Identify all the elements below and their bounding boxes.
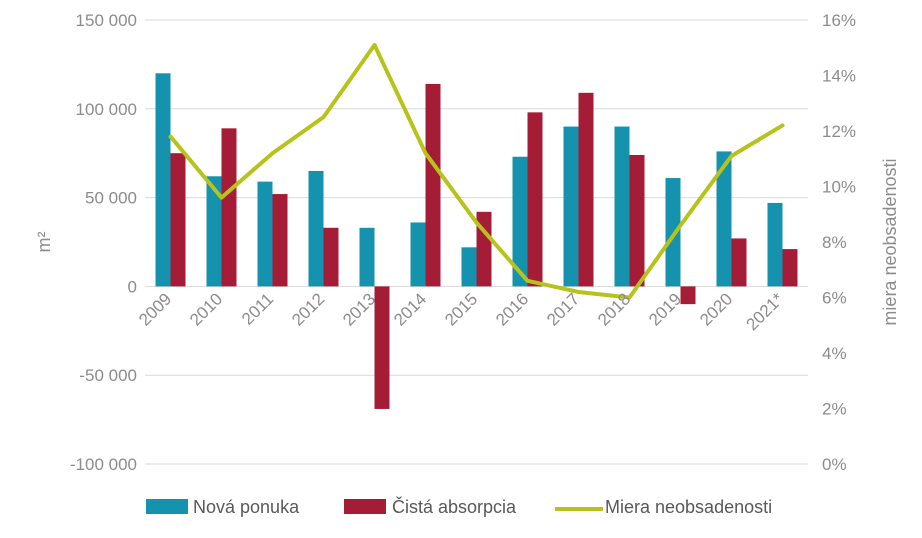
right-tick-label: 0%	[822, 455, 847, 474]
left-axis-ticks: -100 000 -50 000 0 50 000 100 000 150 000	[70, 11, 137, 474]
x-tick-label: 2016	[492, 289, 532, 329]
x-tick-label: 2010	[186, 289, 226, 329]
x-tick-label: 2011	[238, 289, 277, 328]
right-tick-label: 12%	[822, 122, 856, 141]
right-tick-label: 8%	[822, 233, 847, 252]
right-tick-label: 14%	[822, 67, 856, 86]
x-tick-label: 2020	[696, 289, 736, 329]
bar-cista-absorpcia-2011	[272, 194, 288, 287]
bar-nova-ponuka-2015	[461, 247, 477, 287]
left-tick-label: -50 000	[79, 366, 137, 385]
bar-nova-ponuka-2014	[410, 222, 426, 287]
bar-nova-ponuka-2020	[716, 151, 732, 287]
legend-swatch-cista-absorpcia	[344, 499, 386, 514]
left-tick-label: 0	[128, 277, 137, 296]
x-tick-label: 2015	[441, 289, 481, 329]
bar-cista-absorpcia-2017	[578, 92, 594, 287]
bar-cista-absorpcia-2021	[782, 249, 798, 287]
legend: Nová ponuka Čistá absorpcia Miera neobsade…	[146, 496, 772, 517]
right-tick-label: 4%	[822, 344, 847, 363]
bar-cista-absorpcia-2020	[731, 238, 747, 287]
bar-nova-ponuka-2019	[665, 178, 681, 287]
x-tick-label: 2013	[339, 289, 379, 329]
x-tick-label: 2019	[645, 289, 685, 329]
left-tick-label: 50 000	[85, 189, 137, 208]
bar-cista-absorpcia-2012	[323, 227, 339, 287]
bar-nova-ponuka-2017	[563, 126, 579, 287]
bar-cista-absorpcia-2014	[425, 83, 441, 287]
right-tick-label: 10%	[822, 178, 856, 197]
bar-nova-ponuka-2016	[512, 156, 528, 287]
bar-nova-ponuka-2012	[308, 170, 324, 287]
bar-nova-ponuka-2018	[614, 126, 630, 287]
legend-swatch-nova-ponuka	[146, 499, 188, 514]
bar-cista-absorpcia-2018	[629, 154, 645, 287]
legend-swatch-miera-neobsadenosti	[555, 507, 603, 511]
right-tick-label: 6%	[822, 289, 847, 308]
legend-label-miera-neobsadenosti: Miera neobsadenosti	[605, 497, 772, 517]
bar-cista-absorpcia-2010	[221, 128, 237, 287]
bar-nova-ponuka-2013	[359, 227, 375, 287]
bar-cista-absorpcia-2015	[476, 211, 492, 287]
bars	[155, 73, 798, 409]
x-tick-label: 2017	[543, 289, 583, 329]
x-tick-label: 2014	[390, 289, 430, 329]
legend-label-nova-ponuka: Nová ponuka	[193, 497, 300, 517]
bar-cista-absorpcia-2016	[527, 112, 543, 287]
right-axis-ticks: 0% 2% 4% 6% 8% 10% 12% 14% 16%	[822, 11, 856, 474]
vacancy-line	[168, 42, 785, 300]
right-axis-title: miera neobsadenosti	[880, 158, 900, 325]
left-tick-label: 100 000	[76, 100, 137, 119]
left-axis-title: m²	[34, 232, 54, 253]
bar-cista-absorpcia-2019	[680, 286, 696, 305]
bar-nova-ponuka-2010	[206, 176, 222, 287]
x-tick-label: 2021*	[742, 289, 787, 334]
left-tick-label: -100 000	[70, 455, 137, 474]
right-tick-label: 16%	[822, 11, 856, 30]
bar-nova-ponuka-2021	[767, 202, 783, 287]
bar-cista-absorpcia-2009	[170, 153, 186, 287]
left-tick-label: 150 000	[76, 11, 137, 30]
bar-nova-ponuka-2009	[155, 73, 171, 287]
x-tick-label: 2012	[288, 289, 328, 329]
right-tick-label: 2%	[822, 400, 847, 419]
bar-nova-ponuka-2011	[257, 181, 273, 287]
bar-cista-absorpcia-2013	[374, 286, 390, 409]
x-tick-label: 2009	[135, 289, 175, 329]
legend-label-cista-absorpcia: Čistá absorpcia	[392, 496, 517, 517]
